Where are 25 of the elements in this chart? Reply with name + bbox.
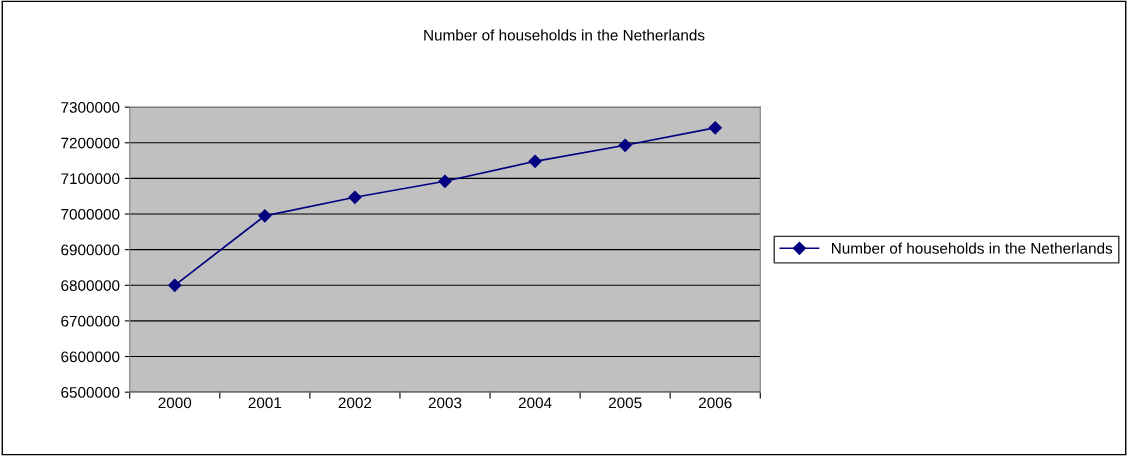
point [438,174,452,188]
y-tick-label: 6700000 [61,315,120,327]
x-tick-label: 2002 [338,397,372,409]
point [168,278,182,292]
point [348,190,362,204]
chart-title: Number of households in the Netherlands [424,29,705,41]
x-tick-label: 2005 [608,397,642,409]
point [528,154,542,168]
x-tick-label: 2003 [428,397,462,409]
y-tick-label: 6800000 [61,280,120,291]
y-tick-label: 6600000 [61,351,120,363]
point [708,121,722,135]
y-tick-label: 7300000 [61,102,120,113]
y-tick-label: 7200000 [61,137,120,149]
x-tick-label: 2006 [699,397,732,409]
point [618,138,632,152]
point [258,209,272,223]
y-tick-label: 7100000 [61,173,120,185]
y-tick-label: 6900000 [61,244,120,256]
legend-label: Number of households in the Netherlands [832,242,1113,254]
y-tick-label: 7000000 [61,208,120,220]
y-tick-label: 6500000 [61,387,120,398]
x-tick-label: 2000 [158,397,192,409]
x-tick-label: 2001 [248,397,282,409]
x-tick-label: 2004 [518,397,552,409]
